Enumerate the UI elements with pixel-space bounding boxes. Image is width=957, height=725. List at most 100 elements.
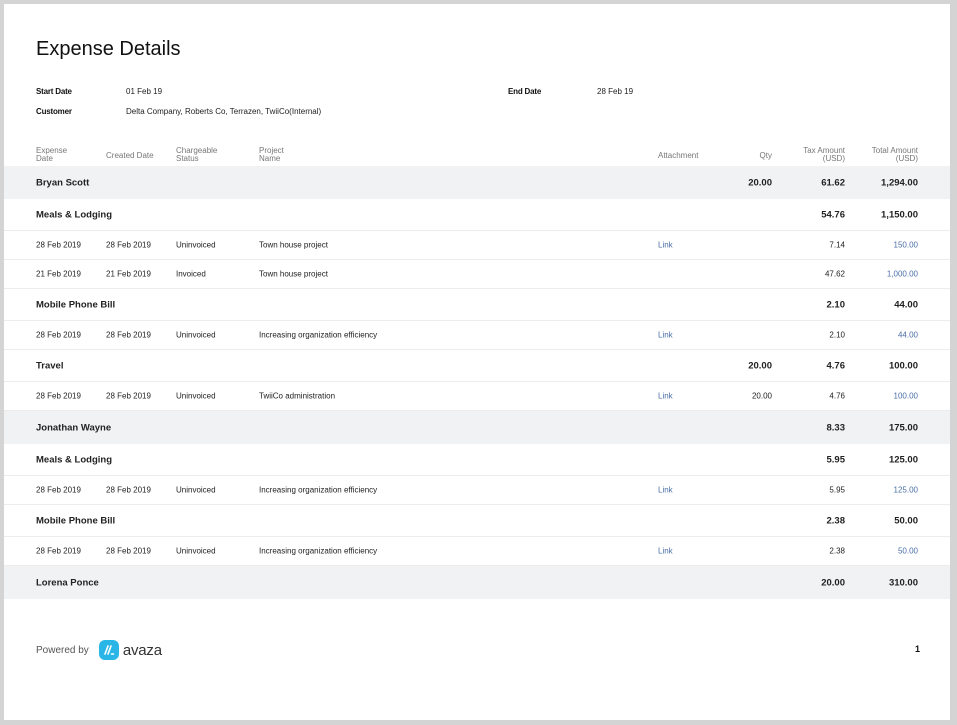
- customer-label: Customer: [36, 107, 72, 116]
- start-date-field: Start Date: [36, 87, 72, 96]
- category-name: Mobile Phone Bill: [36, 515, 116, 526]
- total-subtotal: 1,294.00: [881, 177, 918, 188]
- expense-date-cell: 28 Feb 2019: [36, 485, 81, 495]
- project-cell: Town house project: [259, 269, 328, 279]
- expense-date-cell: 28 Feb 2019: [36, 546, 81, 556]
- page-number: 1: [915, 644, 921, 654]
- col-chargeable-status: Chargeable Status: [176, 147, 217, 163]
- table-row: 28 Feb 2019 28 Feb 2019 Uninvoiced Increasi…: [4, 537, 950, 566]
- project-cell: Increasing organization efficiency: [259, 330, 378, 340]
- tax-cell: 47.62: [824, 269, 845, 279]
- expense-date-cell: 28 Feb 2019: [36, 330, 81, 340]
- total-subtotal: 44.00: [894, 299, 918, 310]
- created-date-cell: 28 Feb 2019: [106, 546, 151, 556]
- col-expense-date-line2: Date: [36, 154, 53, 163]
- tax-subtotal: 5.95: [826, 454, 846, 465]
- tax-subtotal: 8.33: [826, 422, 846, 433]
- start-date-label: Start Date: [36, 87, 72, 96]
- report-page: Expense Details Start Date 01 Feb 19 End…: [4, 4, 950, 720]
- person-group-row: Lorena Ponce 20.00 310.00: [4, 566, 950, 599]
- table-header: Expense Date Created Date Chargeable Sta…: [4, 147, 950, 167]
- person-group-row: Bryan Scott 20.00 61.62 1,294.00: [4, 166, 950, 199]
- table-row: 28 Feb 2019 28 Feb 2019 Uninvoiced Town hou…: [4, 231, 950, 260]
- category-group-row: Meals & Lodging 54.76 1,150.00: [4, 199, 950, 231]
- created-date-cell: 28 Feb 2019: [106, 240, 151, 250]
- project-cell: Increasing organization efficiency: [259, 485, 378, 495]
- total-subtotal: 50.00: [894, 515, 918, 526]
- start-date-value-wrap: 01 Feb 19: [126, 87, 162, 96]
- total-link[interactable]: 125.00: [893, 485, 918, 495]
- table-row: 28 Feb 2019 28 Feb 2019 Uninvoiced Increasi…: [4, 476, 950, 505]
- total-subtotal: 1,150.00: [881, 209, 918, 220]
- col-tax-line1: Tax Amount: [803, 146, 845, 155]
- category-group-row: Travel 20.00 4.76 100.00: [4, 350, 950, 382]
- tax-subtotal: 20.00: [821, 577, 845, 588]
- project-cell: TwiiCo administration: [259, 391, 336, 401]
- project-cell: Increasing organization efficiency: [259, 546, 378, 556]
- status-cell: Uninvoiced: [176, 330, 216, 340]
- col-project-name: Project Name: [259, 147, 284, 163]
- avaza-logo-icon: [98, 640, 119, 660]
- total-subtotal: 175.00: [888, 422, 918, 433]
- category-name: Meals & Lodging: [36, 454, 112, 465]
- powered-by-text: Powered by: [36, 644, 89, 656]
- person-name: Lorena Ponce: [36, 577, 99, 588]
- total-subtotal: 125.00: [888, 454, 918, 465]
- created-date-cell: 28 Feb 2019: [106, 330, 151, 340]
- tax-subtotal: 2.10: [826, 299, 846, 310]
- total-subtotal: 310.00: [888, 577, 918, 588]
- table-row: 28 Feb 2019 28 Feb 2019 Uninvoiced TwiiCo a…: [4, 382, 950, 411]
- end-date-value: 28 Feb 19: [597, 87, 634, 96]
- created-date-cell: 28 Feb 2019: [106, 485, 151, 495]
- person-group-row: Jonathan Wayne 8.33 175.00: [4, 411, 950, 444]
- tax-cell: 7.14: [829, 240, 845, 250]
- attachment-link[interactable]: Link: [658, 330, 673, 340]
- status-cell: Uninvoiced: [176, 240, 216, 250]
- total-link[interactable]: 44.00: [897, 330, 918, 340]
- col-tax-line2: (USD): [822, 154, 845, 163]
- attachment-link[interactable]: Link: [658, 546, 673, 556]
- status-cell: Uninvoiced: [176, 391, 216, 401]
- avaza-brand-text: avaza: [122, 641, 162, 659]
- category-name: Travel: [36, 360, 64, 371]
- attachment-link[interactable]: Link: [658, 391, 673, 401]
- tax-cell: 4.76: [829, 391, 845, 401]
- col-tax-amount: Tax Amount (USD): [803, 147, 845, 163]
- customer-value-wrap: Delta Company, Roberts Co, Terrazen, Twi…: [126, 107, 321, 116]
- person-name: Jonathan Wayne: [36, 422, 112, 433]
- tax-cell: 5.95: [829, 485, 845, 495]
- category-group-row: Meals & Lodging 5.95 125.00: [4, 444, 950, 476]
- total-link[interactable]: 100.00: [893, 391, 918, 401]
- col-project-line1: Project: [259, 146, 284, 155]
- attachment-link[interactable]: Link: [658, 485, 673, 495]
- category-name: Meals & Lodging: [36, 209, 112, 220]
- col-expense-date-line1: Expense: [36, 146, 68, 155]
- customer-value: Delta Company, Roberts Co, Terrazen, Twi…: [126, 107, 322, 116]
- col-qty: Qty: [759, 151, 772, 160]
- footer: Powered by avaza: [36, 640, 162, 660]
- project-cell: Town house project: [259, 240, 328, 250]
- col-attachment: Attachment: [658, 151, 699, 160]
- total-subtotal: 100.00: [888, 360, 918, 371]
- table-row: 28 Feb 2019 28 Feb 2019 Uninvoiced Increasi…: [4, 321, 950, 350]
- col-created-date: Created Date: [106, 151, 154, 160]
- attachment-link[interactable]: Link: [658, 240, 673, 250]
- created-date-cell: 28 Feb 2019: [106, 391, 151, 401]
- table-row: 21 Feb 2019 21 Feb 2019 Invoiced Town house…: [4, 260, 950, 289]
- total-link[interactable]: 150.00: [893, 240, 918, 250]
- end-date-label: End Date: [508, 87, 542, 96]
- expense-date-cell: 28 Feb 2019: [36, 391, 81, 401]
- tax-subtotal: 54.76: [821, 209, 845, 220]
- tax-cell: 2.38: [829, 546, 845, 556]
- status-cell: Uninvoiced: [176, 485, 216, 495]
- col-total-line1: Total Amount: [871, 146, 918, 155]
- tax-subtotal: 4.76: [826, 360, 846, 371]
- start-date-value: 01 Feb 19: [126, 87, 163, 96]
- expense-date-cell: 21 Feb 2019: [36, 269, 81, 279]
- qty-cell: 20.00: [751, 391, 772, 401]
- expense-table-body: Bryan Scott 20.00 61.62 1,294.00 Meals & Lod…: [4, 166, 950, 599]
- category-group-row: Mobile Phone Bill 2.10 44.00: [4, 289, 950, 321]
- col-total-line2: (USD): [895, 154, 918, 163]
- total-link[interactable]: 1,000.00: [886, 269, 918, 279]
- total-link[interactable]: 50.00: [897, 546, 918, 556]
